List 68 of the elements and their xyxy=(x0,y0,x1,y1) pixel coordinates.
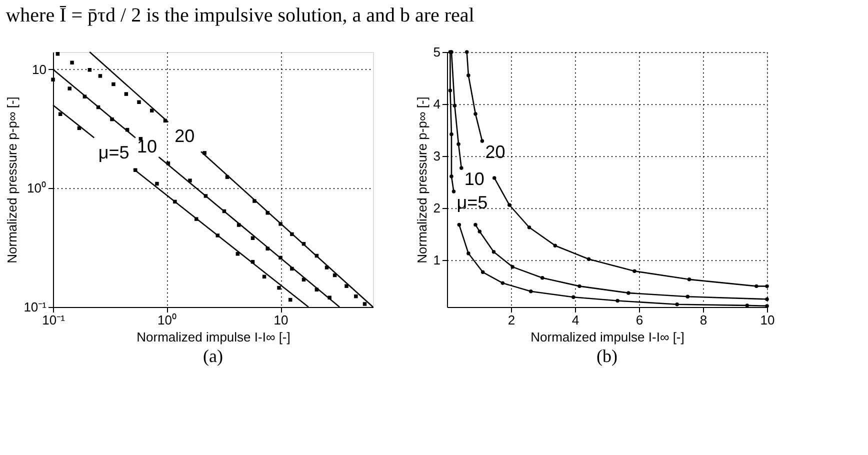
point xyxy=(450,132,454,136)
y-tick-label: 10⁰ xyxy=(27,180,46,196)
point xyxy=(474,112,478,116)
point xyxy=(492,176,496,180)
y-tick-label: 10 xyxy=(32,62,46,77)
point xyxy=(457,222,462,227)
point xyxy=(553,244,558,248)
point xyxy=(466,74,470,78)
point xyxy=(450,174,454,178)
point xyxy=(632,269,636,273)
series-label: μ=5 xyxy=(456,192,488,212)
point xyxy=(686,294,690,298)
text: (b) xyxy=(596,346,618,366)
point xyxy=(492,250,496,254)
y-tick-label: 5 xyxy=(433,44,440,60)
point xyxy=(474,222,478,227)
x-tick-label: 10⁻¹ xyxy=(42,312,66,328)
series-label: μ=5 xyxy=(98,142,130,162)
point xyxy=(765,304,769,308)
series-label: 10 xyxy=(464,169,484,190)
point xyxy=(480,270,485,274)
x-tick-label: 6 xyxy=(636,312,644,328)
point xyxy=(745,304,750,308)
point xyxy=(452,104,457,108)
x-tick-label: 10 xyxy=(274,312,288,328)
point xyxy=(540,276,544,280)
x-tick-label: 4 xyxy=(572,312,580,328)
y-axis-title: Normalized pressure p-p∞ [-] xyxy=(414,96,430,264)
point xyxy=(508,203,512,207)
x-tick-label: 8 xyxy=(700,312,708,328)
point xyxy=(765,284,769,288)
series-label: 20 xyxy=(174,126,195,146)
x-axis-title: Normalized impulse I-I∞ [-] xyxy=(530,330,684,344)
y-tick-label: 3 xyxy=(433,148,440,164)
point xyxy=(687,278,692,282)
x-tick-label: 2 xyxy=(508,312,516,328)
point xyxy=(675,302,679,306)
point xyxy=(528,290,533,294)
point xyxy=(480,139,484,143)
point xyxy=(586,257,591,261)
series-label: 10 xyxy=(137,136,158,156)
point xyxy=(616,298,620,303)
point xyxy=(478,230,482,234)
point xyxy=(578,284,582,288)
point xyxy=(448,88,452,92)
y-tick-label: 4 xyxy=(433,96,440,112)
point xyxy=(456,142,460,146)
point xyxy=(500,281,505,285)
x-tick-label: 10⁰ xyxy=(158,312,177,328)
point xyxy=(510,265,514,269)
point xyxy=(460,166,464,170)
text: (a) xyxy=(203,346,223,366)
point xyxy=(466,252,470,256)
series-label: 20 xyxy=(485,142,506,162)
y-tick-label: 10⁻¹ xyxy=(24,300,48,314)
point xyxy=(572,295,576,299)
text: where Ī = p̄τd / 2 is the impulsive solution, a and b are real xyxy=(6,4,475,26)
point xyxy=(527,226,532,230)
x-axis-title: Normalized impulse I-I∞ [-] xyxy=(136,330,290,344)
x-tick-label: 10 xyxy=(760,312,775,328)
point xyxy=(765,297,769,302)
y-tick-label: 1 xyxy=(433,252,440,268)
point xyxy=(754,284,758,288)
point xyxy=(626,291,630,295)
y-axis-title: Normalized pressure p-p∞ [-] xyxy=(4,96,20,264)
point xyxy=(452,190,456,194)
y-tick-label: 2 xyxy=(433,200,440,216)
point xyxy=(464,50,469,54)
